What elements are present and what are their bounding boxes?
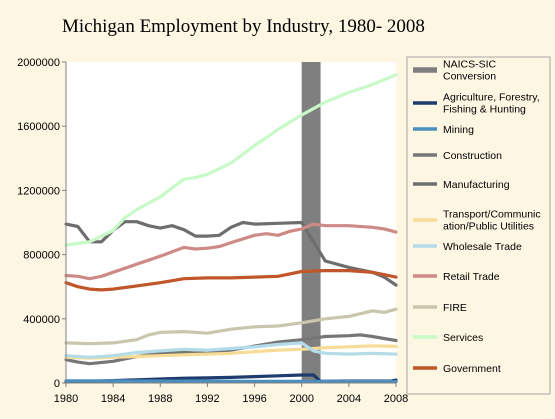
x-tick-label: 1980 xyxy=(54,393,78,405)
y-tick-label: 400000 xyxy=(23,314,60,326)
series-layer xyxy=(64,73,398,384)
y-tick-label: 800000 xyxy=(23,250,60,262)
axes-layer: 0 400000 800000 1200000 1600000 2000000 1980 19… xyxy=(17,57,408,405)
x-tick-label: 1984 xyxy=(101,393,125,405)
x-tick-label: 1992 xyxy=(195,393,219,405)
x-tick-label: 2000 xyxy=(289,393,313,405)
legend-label-fire: FIRE xyxy=(443,302,467,314)
y-tick-label: 1600000 xyxy=(17,121,60,133)
series-line-retail-trade xyxy=(64,222,398,281)
x-tick-label: 1996 xyxy=(242,393,266,405)
x-tick-label: 2008 xyxy=(384,393,408,405)
series-line-wholesale-trade xyxy=(64,341,398,359)
series-line-government xyxy=(64,269,398,292)
legend-label-wholesale-trade: Wholesale Trade xyxy=(443,241,522,253)
y-tick-label: 2000000 xyxy=(17,57,60,69)
chart-title: Michigan Employment by Industry, 1980- 2… xyxy=(62,16,425,37)
y-tick-label: 1200000 xyxy=(17,185,60,197)
legend: NAICS-SIC Conversion Agriculture, Forestry… xyxy=(406,56,551,395)
series-line-fire xyxy=(64,307,398,346)
legend-label-naics-sic-conversion: NAICS-SIC Conversion xyxy=(443,59,497,83)
legend-label-construction: Construction xyxy=(443,150,502,162)
series-line-services xyxy=(64,73,398,247)
x-tick-label: 2004 xyxy=(337,393,361,405)
conversion-band xyxy=(301,62,321,383)
series-line-transport-communic-ation-public-utilities xyxy=(64,344,398,360)
x-tick-label: 1988 xyxy=(148,393,172,405)
series-line-mining xyxy=(64,379,398,384)
legend-label-government: Government xyxy=(443,363,501,375)
legend-label-mining: Mining xyxy=(443,124,474,136)
legend-label-services: Services xyxy=(443,332,483,344)
conversion-band-layer xyxy=(301,62,321,383)
legend-label-manufacturing: Manufacturing xyxy=(443,179,510,191)
y-tick-label: 0 xyxy=(54,378,60,390)
legend-label-transport-communic-ation-public-utilities: Transport/Communic ation/Public Utilities xyxy=(443,209,541,233)
legend-label-agriculture-forestry-fishing-hunting: Agriculture, Forestry, Fishing & Hunting xyxy=(443,92,540,116)
legend-label-retail-trade: Retail Trade xyxy=(443,271,500,283)
